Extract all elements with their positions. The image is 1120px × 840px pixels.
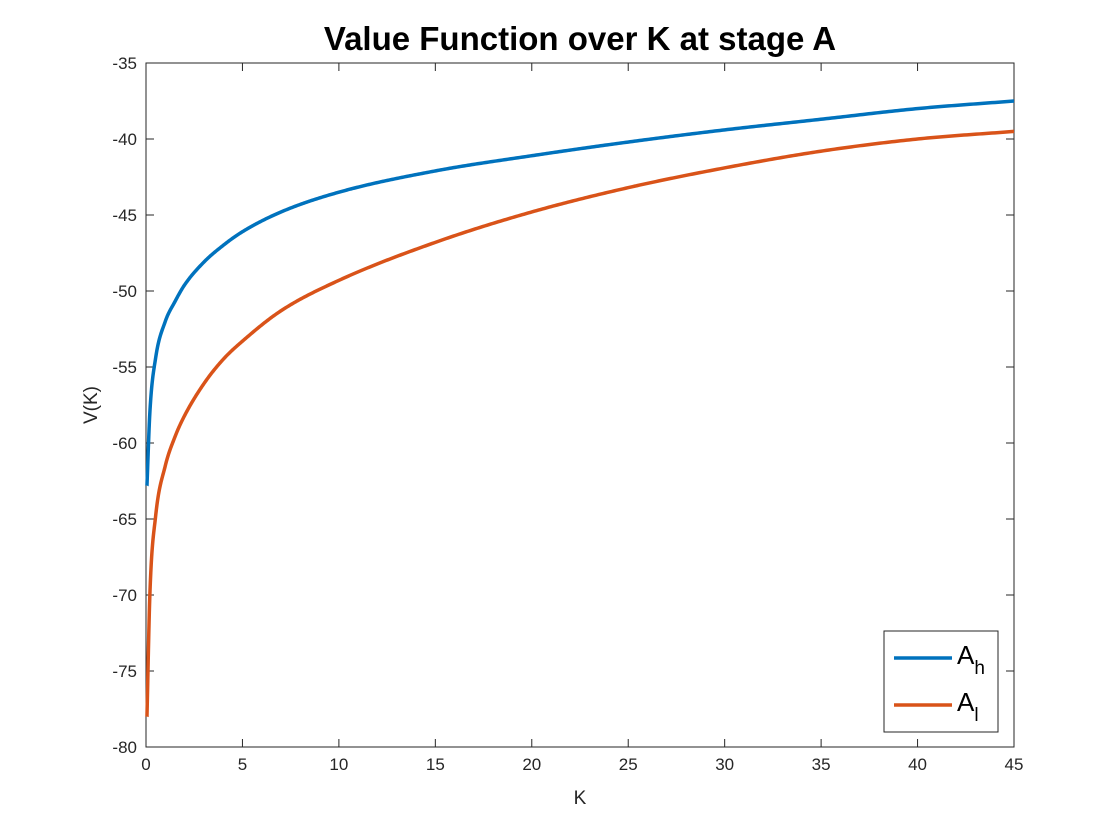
series-line-a-l [145,129,1015,719]
y-tick-label: -40 [112,130,137,149]
y-tick-label: -80 [112,738,137,757]
y-tick-label: -60 [112,434,137,453]
plot-area: 0 5 10 15 20 25 30 35 40 45 -80 -75 -70 -65 -60 -55 -50… [112,54,1023,774]
x-tick-label: 40 [908,755,927,774]
series-line-a-h [145,99,1015,488]
legend-box [883,630,999,733]
x-tick-label: 20 [522,755,541,774]
x-axis: 0 5 10 15 20 25 30 35 40 45 [141,63,1023,774]
x-axis-label: K [574,788,587,809]
x-tick-label: 25 [619,755,638,774]
legend-label-a-l-base: A [957,687,975,717]
legend-label-a-h-sub: h [974,658,985,679]
x-tick-label: 35 [812,755,831,774]
legend-label-a-l-sub: l [974,705,978,726]
y-tick-label: -45 [112,206,137,225]
x-tick-label: 15 [426,755,445,774]
y-tick-label: -50 [112,282,137,301]
legend-label-a-l: Al [957,687,979,726]
x-tick-label: 30 [715,755,734,774]
legend-label-a-h-base: A [957,640,975,670]
x-tick-label: 45 [1005,755,1024,774]
x-tick-label: 5 [238,755,247,774]
x-tick-label: 0 [141,755,150,774]
legend-label-a-h: Ah [957,640,985,679]
plot-frame [145,62,1015,748]
y-tick-label: -70 [112,586,137,605]
legend: Ah Al [883,630,999,733]
y-axis: -80 -75 -70 -65 -60 -55 -50 -45 -40 -35 [112,54,1014,757]
y-tick-label: -35 [112,54,137,73]
chart-title: Value Function over K at stage A [324,20,836,57]
y-tick-label: -75 [112,662,137,681]
series-lines [145,99,1015,719]
y-tick-label: -55 [112,358,137,377]
x-tick-label: 10 [329,755,348,774]
y-axis-label: V(K) [81,386,102,424]
y-tick-label: -65 [112,510,137,529]
